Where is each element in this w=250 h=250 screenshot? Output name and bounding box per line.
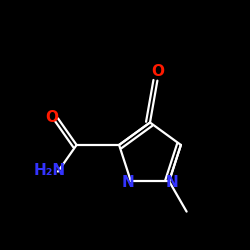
Text: O: O: [45, 110, 58, 124]
Text: O: O: [151, 64, 164, 80]
Text: H₂N: H₂N: [33, 163, 65, 178]
Text: N: N: [122, 175, 134, 190]
Text: N: N: [166, 175, 178, 190]
